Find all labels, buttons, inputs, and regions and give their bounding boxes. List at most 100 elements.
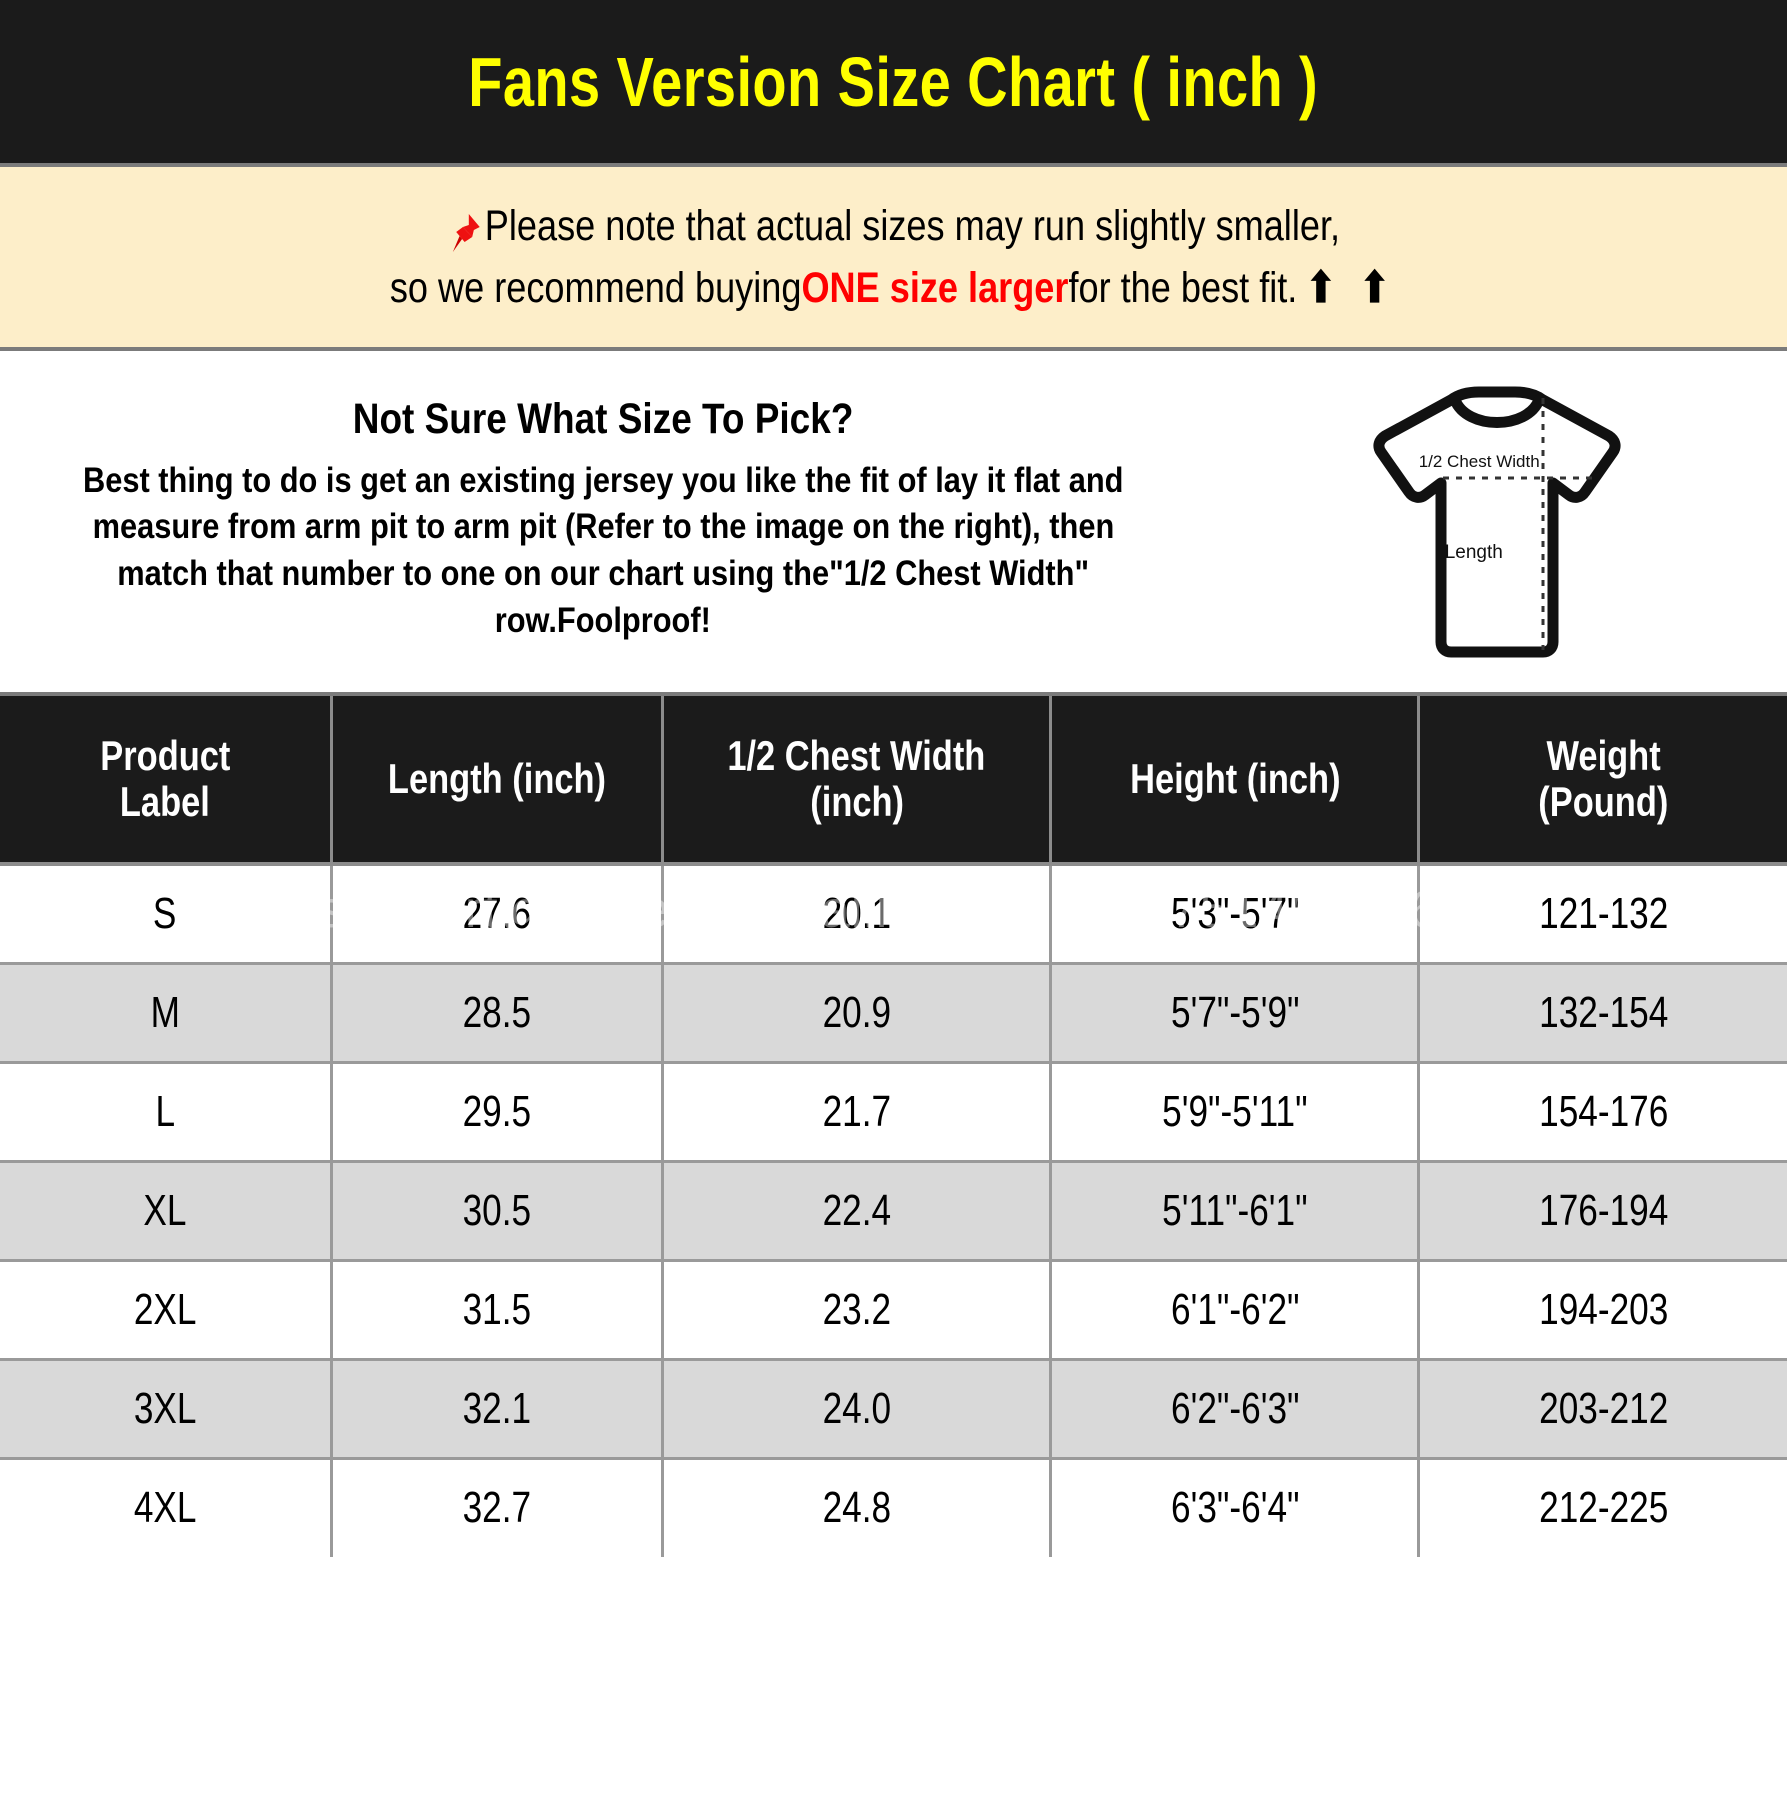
cell-text: 32.7 <box>462 1483 532 1533</box>
table-row: L 29.5 21.7 5'9"-5'11" 154-176 <box>0 1062 1787 1163</box>
cell-text: 176-194 <box>1539 1185 1669 1235</box>
cell-weight: 203-212 <box>1418 1359 1787 1460</box>
table-row: XL 30.5 22.4 5'11"-6'1" 176-194 <box>0 1161 1787 1262</box>
cell-half-chest: 20.1 <box>662 864 1053 965</box>
cell-text: 4XL <box>133 1483 197 1533</box>
cell-size: 3XL <box>0 1359 333 1460</box>
help-body-line-4: row.Foolproof! <box>495 600 712 640</box>
cell-text: 194-203 <box>1539 1284 1669 1334</box>
cell-text: XL <box>143 1185 187 1235</box>
cell-height: 5'9"-5'11" <box>1050 1062 1421 1163</box>
help-body-line-3: match that number to one on our chart us… <box>117 554 1090 593</box>
title-banner: Fans Version Size Chart ( inch ) <box>0 0 1787 163</box>
cell-size: 4XL <box>0 1458 333 1557</box>
cell-text: M <box>150 987 180 1037</box>
cell-text: 29.5 <box>462 1086 532 1136</box>
cell-length: 30.5 <box>331 1161 664 1262</box>
cell-text: 20.1 <box>822 888 891 938</box>
cell-text: 20.9 <box>822 987 891 1037</box>
cell-text: 30.5 <box>462 1185 532 1235</box>
cell-height: 6'2"-6'3" <box>1050 1359 1421 1460</box>
column-header-height: Height (inch) <box>1050 696 1421 866</box>
cell-text: 5'3"-5'7" <box>1170 888 1300 938</box>
cell-size: 2XL <box>0 1260 333 1361</box>
cell-text: 154-176 <box>1539 1086 1669 1136</box>
header-line: 1/2 Chest Width <box>727 731 986 779</box>
table-header-row: Product Label Length (inch) 1/2 Chest Wi… <box>0 696 1787 866</box>
cell-weight: 212-225 <box>1418 1458 1787 1557</box>
cell-size: M <box>0 963 333 1064</box>
size-chart-table: Product Label Length (inch) 1/2 Chest Wi… <box>0 696 1787 1557</box>
cell-text: 27.6 <box>462 888 532 938</box>
cell-text: 31.5 <box>462 1284 532 1334</box>
cell-text: 6'2"-6'3" <box>1170 1383 1300 1433</box>
cell-length: 32.1 <box>331 1359 664 1460</box>
table-row: 4XL 32.7 24.8 6'3"-6'4" 212-225 <box>0 1458 1787 1557</box>
cell-text: 28.5 <box>462 987 532 1037</box>
column-header-weight: Weight (Pound) <box>1418 696 1787 866</box>
cell-half-chest: 21.7 <box>662 1062 1053 1163</box>
cell-text: S <box>153 888 177 938</box>
cell-weight: 121-132 <box>1418 864 1787 965</box>
cell-weight: 176-194 <box>1418 1161 1787 1262</box>
length-label: Length <box>1444 542 1503 563</box>
cell-half-chest: 20.9 <box>662 963 1053 1064</box>
cell-length: 31.5 <box>331 1260 664 1361</box>
cell-height: 5'7"-5'9" <box>1050 963 1421 1064</box>
cell-text: 22.4 <box>822 1185 891 1235</box>
cell-size: L <box>0 1062 333 1163</box>
pushpin-icon <box>447 209 484 253</box>
chest-width-label: 1/2 Chest Width <box>1418 452 1540 471</box>
header-line: Height (inch) <box>1129 754 1341 802</box>
help-section: Not Sure What Size To Pick? Best thing t… <box>0 351 1787 696</box>
cell-text: 21.7 <box>822 1086 891 1136</box>
header-line: Label <box>119 778 210 825</box>
cell-text: 132-154 <box>1539 987 1669 1037</box>
cell-text: 2XL <box>133 1284 197 1334</box>
note-text-2-after: for the best fit. <box>1068 264 1298 312</box>
header-line: (Pound) <box>1538 778 1669 825</box>
cell-text: 32.1 <box>462 1383 532 1433</box>
cell-length: 32.7 <box>331 1458 664 1557</box>
cell-size: S <box>0 864 333 965</box>
note-line-2: so we recommend buying ONE size larger f… <box>390 257 1397 319</box>
cell-text: 24.0 <box>822 1383 891 1433</box>
note-text-1: Please note that actual sizes may run sl… <box>485 201 1341 250</box>
cell-text: L <box>155 1086 175 1136</box>
cell-half-chest: 23.2 <box>662 1260 1053 1361</box>
cell-length: 27.6 <box>331 864 664 965</box>
cell-weight: 154-176 <box>1418 1062 1787 1163</box>
cell-length: 29.5 <box>331 1062 664 1163</box>
cell-height: 6'1"-6'2" <box>1050 1260 1421 1361</box>
cell-weight: 194-203 <box>1418 1260 1787 1361</box>
column-header-length: Length (inch) <box>331 696 664 866</box>
cell-text: 5'11"-6'1" <box>1162 1185 1308 1235</box>
cell-text: 3XL <box>133 1383 197 1433</box>
cell-text: 6'3"-6'4" <box>1170 1483 1300 1533</box>
column-header-product-label: Product Label <box>0 696 333 866</box>
help-heading: Not Sure What Size To Pick? <box>352 394 854 443</box>
header-line: (inch) <box>809 778 904 825</box>
help-body-line-1: Best thing to do is get an existing jers… <box>82 460 1124 500</box>
cell-height: 5'11"-6'1" <box>1050 1161 1421 1262</box>
note-text-2-before: so we recommend buying <box>390 264 802 312</box>
cell-half-chest: 24.0 <box>662 1359 1053 1460</box>
table-row: M 28.5 20.9 5'7"-5'9" 132-154 <box>0 963 1787 1064</box>
cell-size: XL <box>0 1161 333 1262</box>
cell-text: 121-132 <box>1539 888 1669 938</box>
page-title: Fans Version Size Chart ( inch ) <box>468 42 1319 121</box>
cell-text: 5'7"-5'9" <box>1170 987 1300 1037</box>
tshirt-icon: 1/2 Chest Width Length <box>1347 384 1647 659</box>
table-row: S 27.6 20.1 5'3"-5'7" 121-132 <box>0 864 1787 965</box>
header-line: Weight <box>1546 731 1661 779</box>
column-header-half-chest-width: 1/2 Chest Width (inch) <box>662 696 1053 866</box>
table-body: S 27.6 20.1 5'3"-5'7" 121-132 M 28.5 20.… <box>0 864 1787 1557</box>
table-row: 3XL 32.1 24.0 6'2"-6'3" 203-212 <box>0 1359 1787 1460</box>
up-arrow-icon: ⬆ ⬆ <box>1306 264 1397 312</box>
cell-length: 28.5 <box>331 963 664 1064</box>
cell-text: 23.2 <box>822 1284 891 1334</box>
cell-text: 6'1"-6'2" <box>1170 1284 1300 1334</box>
cell-text: 24.8 <box>822 1483 891 1533</box>
help-text-block: Not Sure What Size To Pick? Best thing t… <box>0 351 1206 692</box>
